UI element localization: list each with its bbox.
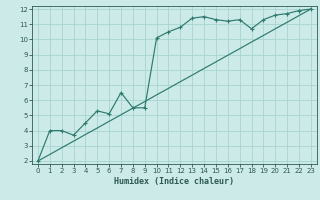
- X-axis label: Humidex (Indice chaleur): Humidex (Indice chaleur): [115, 177, 234, 186]
